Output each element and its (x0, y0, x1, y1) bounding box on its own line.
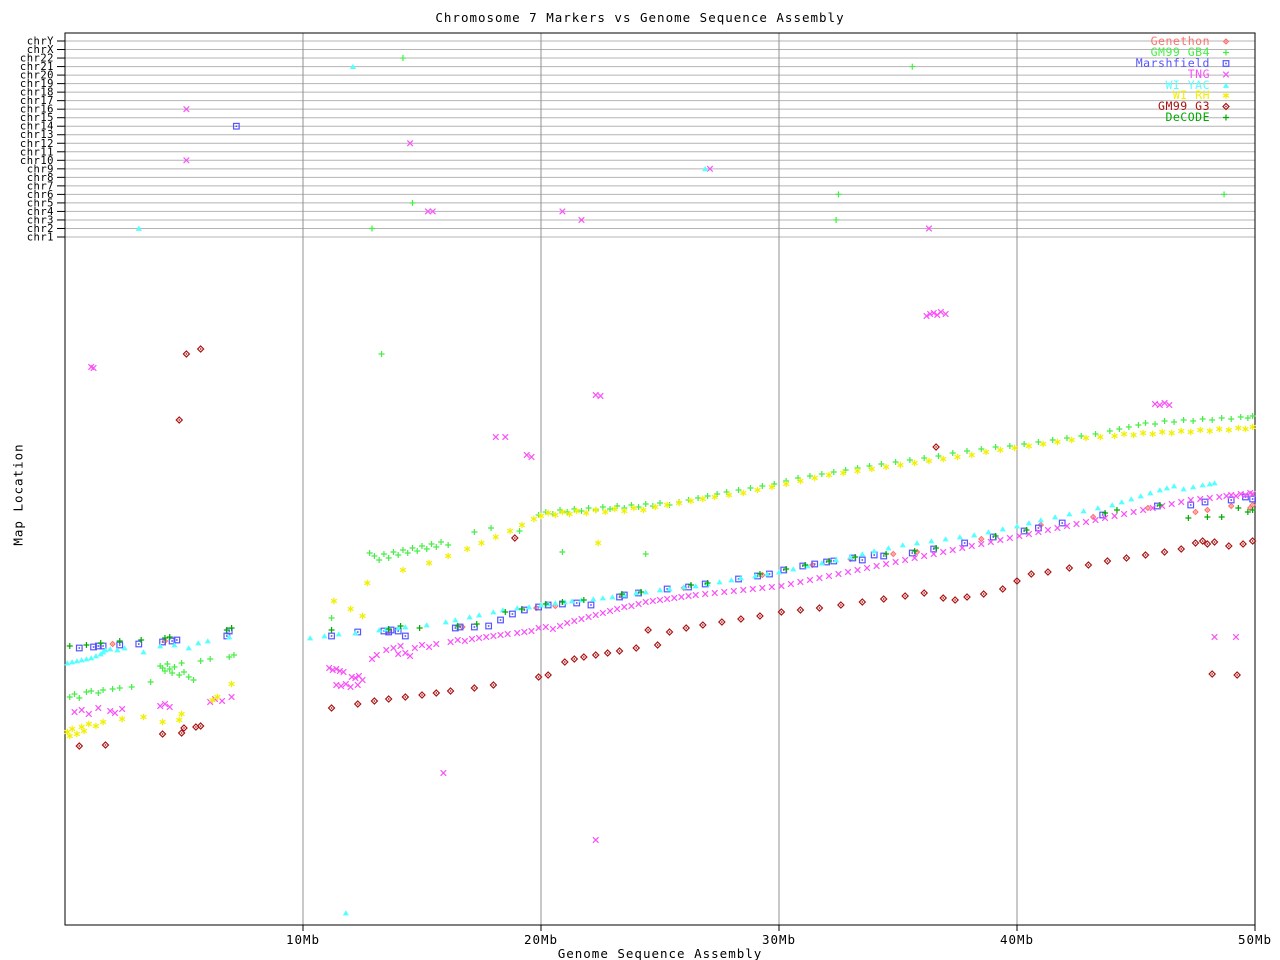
decode-marker-icon (1210, 112, 1244, 123)
y-tick-label-chr16: chr16 (20, 104, 54, 116)
x-tick-label-30Mb: 30Mb (762, 932, 796, 947)
y-tick-label-chr5: chr5 (27, 197, 54, 209)
y-tick-label-chr10: chr10 (20, 155, 54, 167)
chart-title: Chromosome 7 Markers vs Genome Sequence … (435, 10, 845, 25)
x-tick-label-10Mb: 10Mb (286, 932, 320, 947)
y-tick-label-chr18: chr18 (20, 87, 54, 99)
tng-marker-icon (1210, 68, 1244, 79)
y-tick-label-chrX: chrX (27, 44, 54, 56)
series-gm99-g3 (75, 345, 1257, 750)
genethon-marker-icon (1210, 36, 1244, 47)
y-tick-label-chr6: chr6 (27, 189, 54, 201)
x-axis-label: Genome Sequence Assembly (557, 946, 763, 960)
legend-item-wi-rh: WI RH (1118, 88, 1244, 103)
series-decode (66, 502, 1256, 649)
legend-item-gm99-gb4: GM99 GB4 (1118, 45, 1244, 60)
legend-label-wi-rh: WI RH (1172, 88, 1210, 103)
series-tng (71, 308, 1256, 844)
x-tick-label-20Mb: 20Mb (524, 932, 558, 947)
y-tick-label-chr11: chr11 (20, 146, 54, 158)
y-tick-label-chr1: chr1 (27, 232, 54, 244)
y-tick-label-chr2: chr2 (27, 223, 54, 235)
legend-item-genethon: Genethon (1118, 34, 1244, 49)
y-tick-label-chr3: chr3 (27, 214, 54, 226)
legend-item-gm99-g3: GM99 G3 (1118, 99, 1244, 114)
y-tick-label-chr12: chr12 (20, 138, 54, 150)
y-tick-label-chr21: chr21 (20, 61, 54, 73)
legend-label-decode: DeCODE (1165, 109, 1210, 124)
legend-label-marshfield: Marshfield (1135, 56, 1210, 70)
y-tick-label-chr19: chr19 (20, 78, 54, 90)
marshfield-marker-icon (1210, 58, 1244, 69)
series-wi-rh (64, 423, 1256, 740)
y-tick-label-chrY: chrY (27, 36, 54, 48)
gm99-g3-marker-icon (1210, 101, 1244, 112)
y-tick-label-chr14: chr14 (20, 121, 54, 133)
y-tick-label-chr8: chr8 (27, 172, 54, 184)
wi-yac-marker-icon (1210, 79, 1244, 90)
legend-label-genethon: Genethon (1150, 34, 1210, 49)
legend-item-marshfield: Marshfield (1118, 56, 1244, 70)
legend-label-gm99-g3: GM99 G3 (1158, 99, 1210, 114)
wi-rh-marker-icon (1210, 90, 1244, 101)
y-tick-label-chr4: chr4 (27, 206, 54, 218)
series-wi-yac (64, 480, 1218, 916)
series-marshfield (75, 493, 1257, 652)
y-tick-label-chr22: chr22 (20, 53, 54, 65)
chrom-hit-markers (135, 55, 1228, 232)
legend-label-gm99-gb4: GM99 GB4 (1150, 45, 1210, 60)
legend: Genethon GM99 GB4 Marshfield TNG WI YAC WI RH… (1118, 34, 1244, 124)
legend-label-wi-yac: WI YAC (1165, 77, 1210, 92)
series-gm99-gb4 (66, 351, 1256, 701)
y-tick-label-chr13: chr13 (20, 129, 54, 141)
y-tick-label-chr9: chr9 (27, 163, 54, 175)
legend-item-wi-yac: WI YAC (1118, 77, 1244, 92)
y-tick-label-chr17: chr17 (20, 95, 54, 107)
plot-border (64, 32, 1256, 926)
x-tick-label-50Mb: 50Mb (1238, 932, 1272, 947)
gm99-gb4-marker-icon (1210, 47, 1244, 58)
y-tick-label-chr7: chr7 (27, 180, 54, 192)
x-tick-label-40Mb: 40Mb (1000, 932, 1034, 947)
legend-item-decode: DeCODE (1118, 109, 1244, 124)
y-tick-label-chr15: chr15 (20, 112, 54, 124)
legend-label-tng: TNG (1187, 66, 1210, 81)
y-tick-label-chr20: chr20 (20, 70, 54, 82)
legend-item-tng: TNG (1118, 66, 1244, 81)
